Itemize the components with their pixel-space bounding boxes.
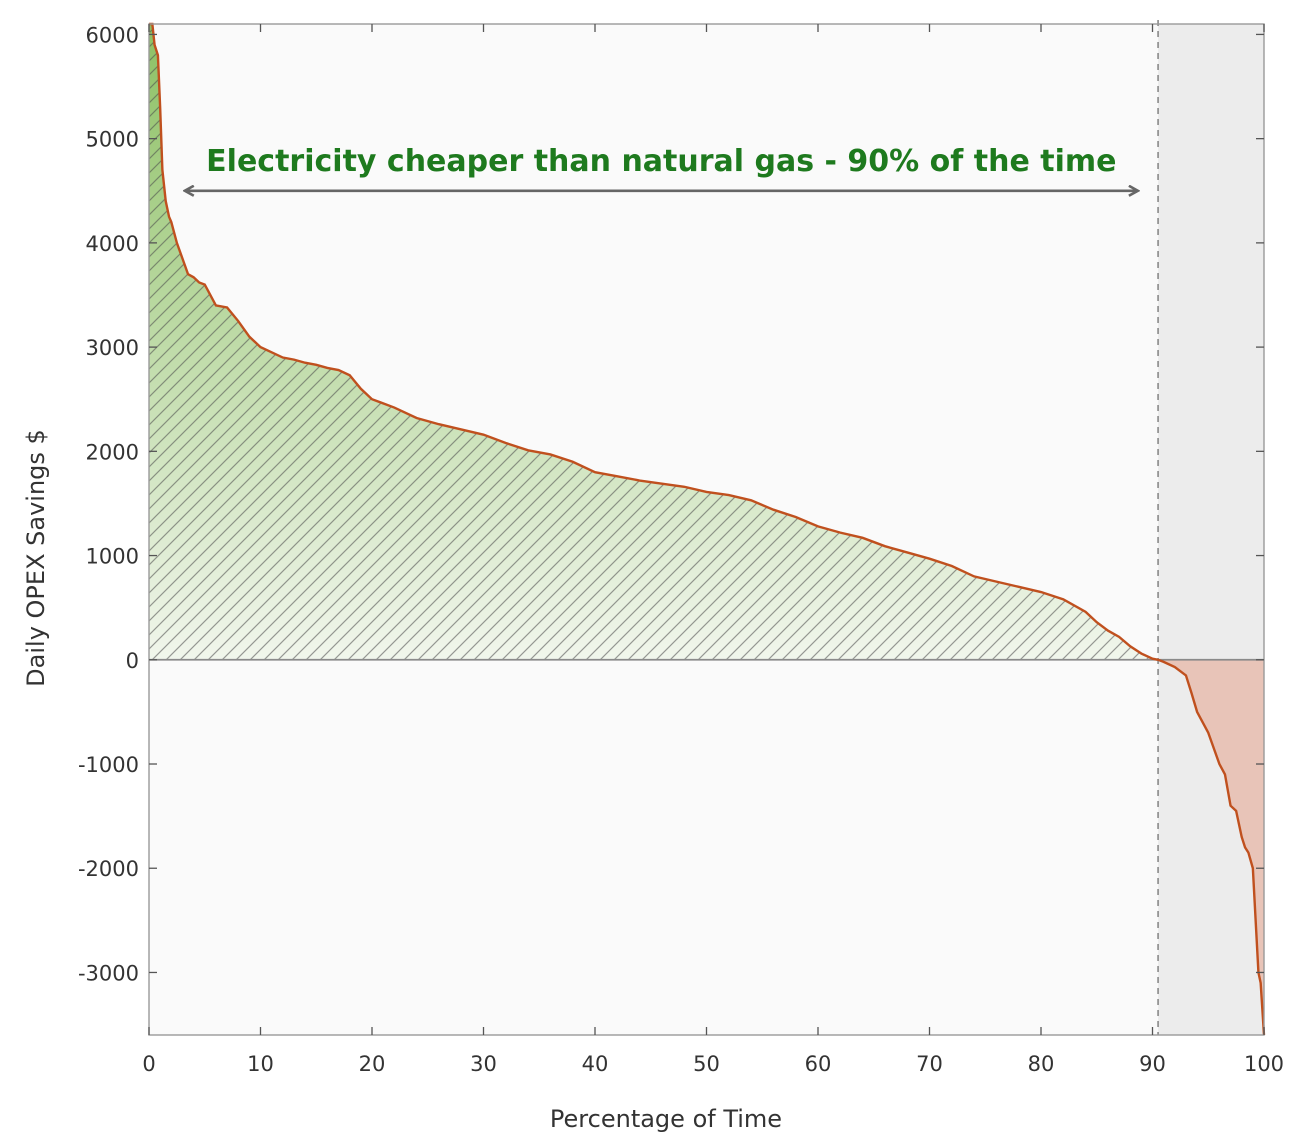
y-tick-label: 0 [126, 649, 139, 673]
y-tick-label: -2000 [78, 857, 139, 881]
x-tick-label: 100 [1244, 1052, 1284, 1076]
ticks: 0 10 20 30 40 50 60 70 80 90 100 -3000 -2000 -1000 0 10… [78, 23, 1284, 1076]
y-tick-label: 5000 [86, 128, 139, 152]
x-tick-label: 10 [247, 1052, 274, 1076]
series-line [149, 22, 1266, 1036]
y-tick-label: 2000 [86, 440, 139, 464]
negative-area [1158, 659, 1264, 1035]
y-tick-label: 6000 [86, 23, 139, 47]
y-axis-label: Daily OPEX Savings $ [22, 429, 50, 687]
y-tick-label: -3000 [78, 961, 139, 985]
y-tick-label: -1000 [78, 753, 139, 777]
x-axis-label: Percentage of Time [550, 1105, 782, 1133]
y-tick-label: 3000 [86, 336, 139, 360]
shaded-region [1158, 24, 1264, 1035]
x-tick-label: 70 [916, 1052, 943, 1076]
x-tick-label: 30 [470, 1052, 497, 1076]
x-tick-label: 40 [582, 1052, 609, 1076]
annotation-text: Electricity cheaper than natural gas - 9… [206, 144, 1116, 179]
y-tick-label: 4000 [86, 232, 139, 256]
x-tick-label: 0 [142, 1052, 155, 1076]
x-tick-label: 60 [805, 1052, 832, 1076]
x-tick-label: 80 [1028, 1052, 1055, 1076]
x-tick-label: 50 [693, 1052, 720, 1076]
y-tick-label: 1000 [86, 545, 139, 569]
x-tick-label: 90 [1139, 1052, 1166, 1076]
positive-area-hatch [149, 24, 1159, 660]
x-tick-label: 20 [359, 1052, 386, 1076]
